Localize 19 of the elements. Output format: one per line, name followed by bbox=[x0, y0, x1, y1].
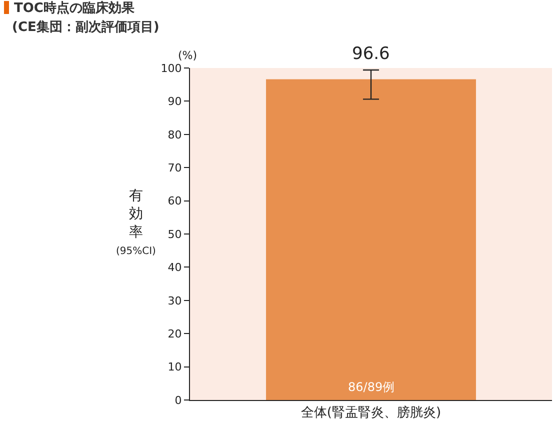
text: (CE集団：副次評価項目) bbox=[12, 19, 160, 36]
text: (%) bbox=[178, 49, 198, 62]
y-axis-title: 有効率 bbox=[129, 188, 143, 240]
text: (95%CI) bbox=[116, 246, 156, 257]
y-tick-label: 50 bbox=[168, 228, 182, 241]
y-tick-label: 80 bbox=[168, 128, 182, 142]
y-tick-label: 100 bbox=[160, 62, 182, 75]
data-label: 96.6 bbox=[352, 44, 390, 64]
y-tick-label: 10 bbox=[168, 360, 182, 374]
y-tick-label: 40 bbox=[168, 261, 182, 274]
x-tick-label: 全体(腎盂腎炎、膀胱炎) bbox=[300, 406, 442, 421]
annotation: 86/89例 bbox=[348, 380, 395, 394]
y-tick-label: 70 bbox=[168, 161, 182, 174]
y-tick-label: 30 bbox=[168, 294, 182, 308]
y-tick-label: 60 bbox=[168, 194, 182, 208]
text: TOC時点の臨床効果 bbox=[14, 1, 134, 16]
y-tick-label: 90 bbox=[168, 95, 182, 108]
y-tick-label: 0 bbox=[174, 394, 182, 407]
y-tick-label: 20 bbox=[168, 327, 182, 340]
